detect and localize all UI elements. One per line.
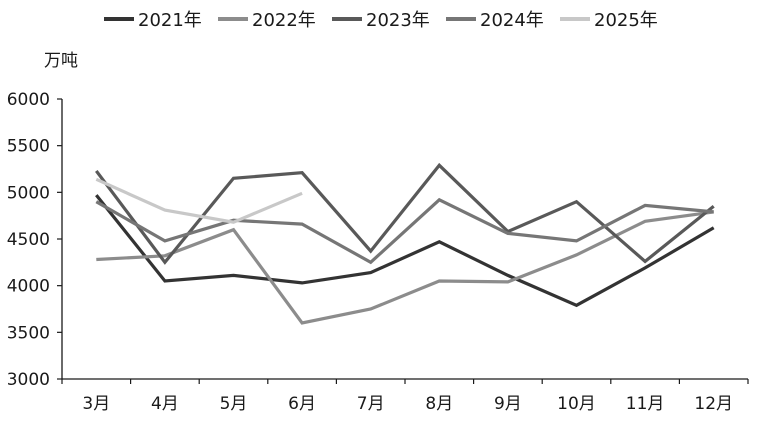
series-line-2024 <box>95 197 714 265</box>
x-tick-label: 12月 <box>694 394 733 414</box>
y-tick-label: 5000 <box>7 183 50 203</box>
y-tick-label: 5500 <box>7 137 50 157</box>
legend-label: 2021年 <box>138 10 202 31</box>
series-line-2021 <box>95 194 715 308</box>
y-tick-label: 3000 <box>7 370 50 390</box>
y-tick-label: 4500 <box>7 230 50 250</box>
x-tick-label: 8月 <box>425 394 453 414</box>
legend-label: 2022年 <box>252 10 316 31</box>
y-tick-label: 6000 <box>7 90 50 110</box>
legend-label: 2025年 <box>594 10 658 31</box>
series-line-2023 <box>95 162 715 265</box>
y-tick-label: 3500 <box>7 323 50 343</box>
y-axis-unit-label: 万吨 <box>44 51 78 71</box>
x-tick-label: 4月 <box>151 394 179 414</box>
x-tick-label: 7月 <box>357 394 385 414</box>
legend: 2021年 2022年 2023年 2024年 2025年 <box>104 10 658 31</box>
y-tick-label: 4000 <box>7 277 50 297</box>
x-tick-label: 9月 <box>494 394 522 414</box>
x-tick-label: 3月 <box>82 394 110 414</box>
x-tick-label: 6月 <box>288 394 316 414</box>
series-line-2022 <box>96 210 714 325</box>
series-lines <box>95 162 715 325</box>
legend-label: 2023年 <box>366 10 430 31</box>
legend-label: 2024年 <box>480 10 544 31</box>
x-tick-label: 5月 <box>220 394 248 414</box>
x-tick-label: 11月 <box>626 394 665 414</box>
series-line-2025 <box>95 177 303 224</box>
axes: 3000 3500 4000 4500 5000 5500 6000 3月 4月 5月 6月 7月 8月… <box>7 90 749 414</box>
x-tick-label: 10月 <box>557 394 596 414</box>
